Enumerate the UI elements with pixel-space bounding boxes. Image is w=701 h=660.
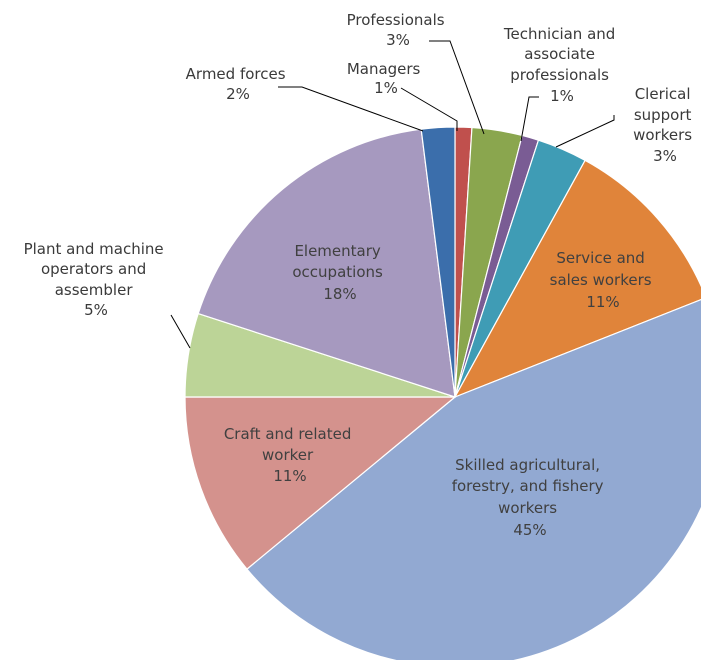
leader-plant: [170, 314, 191, 349]
label-plant-value: 5%: [84, 301, 108, 319]
label-managers: Managers 1%: [347, 60, 425, 97]
slice-skilled-agricultural-forestry-and-fishery-workers: [246, 298, 701, 660]
leader-clerical: [555, 115, 615, 148]
label-clerical-line1: Clerical: [635, 85, 691, 103]
label-elementary-value: 18%: [323, 285, 356, 303]
label-craft-line1: Craft and related: [224, 425, 352, 443]
label-elementary-line2: occupations: [292, 263, 383, 281]
label-service-line2: sales workers: [550, 271, 652, 289]
label-craft-value: 11%: [273, 467, 306, 485]
leader-managers: [400, 87, 458, 131]
label-managers-name: Managers: [347, 60, 421, 78]
data-labels: Managers 1% Professionals 3% Technician …: [24, 11, 697, 539]
label-technician-line2: associate: [524, 45, 595, 63]
label-plant-line1: Plant and machine: [24, 240, 164, 258]
label-clerical-line3: workers: [633, 126, 692, 144]
label-plant: Plant and machine operators and assemble…: [24, 240, 169, 319]
label-craft: Craft and related worker 11%: [224, 425, 356, 485]
leader-armed-forces: [278, 86, 424, 132]
label-service-line1: Service and: [556, 249, 644, 267]
label-skilled-value: 45%: [513, 521, 546, 539]
label-professionals-value: 3%: [386, 31, 410, 49]
leader-technician: [520, 96, 539, 142]
slice-armed-forces: [420, 126, 456, 398]
label-technician-line1: Technician and: [503, 25, 615, 43]
label-professionals-name: Professionals: [347, 11, 445, 29]
label-technician: Technician and associate professionals 1…: [503, 25, 620, 105]
label-skilled: Skilled agricultural, forestry, and fish…: [452, 456, 609, 539]
label-professionals: Professionals 3%: [347, 11, 450, 49]
label-clerical: Clerical support workers 3%: [633, 85, 697, 165]
label-service: Service and sales workers 11%: [550, 249, 657, 311]
label-craft-line2: worker: [262, 446, 314, 464]
label-plant-line2: operators and: [41, 260, 146, 278]
pie-slices: [184, 126, 701, 660]
label-skilled-line3: workers: [498, 499, 557, 517]
label-armed-forces-value: 2%: [226, 85, 250, 103]
leader-lines: [170, 40, 615, 349]
label-armed-forces: Armed forces 2%: [186, 65, 291, 103]
label-armed-forces-name: Armed forces: [186, 65, 286, 83]
label-clerical-value: 3%: [653, 147, 677, 165]
slice-elementary-occupations: [197, 128, 456, 398]
label-elementary: Elementary occupations 18%: [292, 242, 387, 303]
label-technician-value: 1%: [550, 87, 574, 105]
label-skilled-line1: Skilled agricultural,: [455, 456, 600, 474]
leader-professionals: [429, 40, 485, 135]
label-skilled-line2: forestry, and fishery: [452, 477, 604, 495]
label-plant-line3: assembler: [55, 281, 134, 299]
label-service-value: 11%: [586, 293, 619, 311]
slice-craft-and-related-worker: [184, 396, 457, 570]
label-technician-line3: professionals: [510, 66, 609, 84]
label-clerical-line2: support: [634, 106, 692, 124]
label-elementary-line1: Elementary: [294, 242, 380, 260]
label-managers-value: 1%: [374, 79, 398, 97]
